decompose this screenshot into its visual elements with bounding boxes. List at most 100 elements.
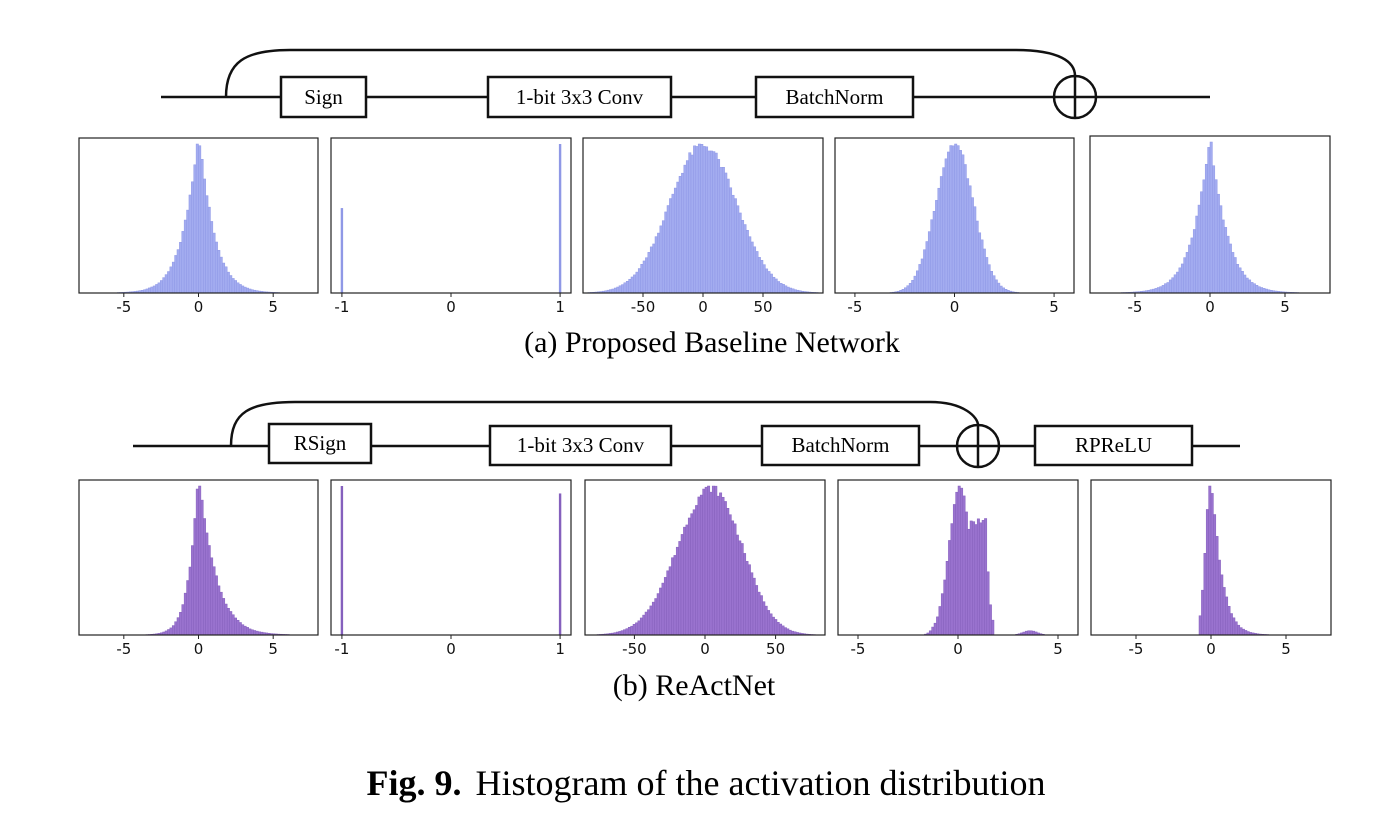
hist-bar	[207, 206, 211, 294]
hist-bar	[685, 160, 689, 294]
hist-bar	[145, 288, 149, 294]
hist-bar	[1195, 215, 1199, 294]
hist-bar	[726, 178, 730, 294]
tick-label: 5	[1053, 640, 1063, 658]
hist-bar	[1220, 574, 1224, 636]
hist-bar	[1232, 617, 1236, 636]
row-b-caption: (b) ReActNet	[613, 669, 776, 702]
hist-bar	[936, 616, 940, 636]
hist-bar	[937, 187, 941, 294]
hist-bar	[219, 256, 223, 294]
hist-bar	[743, 224, 747, 294]
tick-label: 0	[1206, 640, 1216, 658]
hist-bar	[661, 220, 665, 294]
hist-bar	[916, 270, 919, 294]
hist-bar	[707, 150, 711, 294]
hist-bar	[212, 566, 216, 636]
hist-bar	[1244, 630, 1248, 636]
hist-bar	[695, 146, 699, 294]
hist-bar	[150, 286, 154, 294]
hist-bar	[904, 287, 907, 294]
hist-bar	[695, 505, 699, 636]
hist-bar	[959, 150, 962, 294]
hist-bar	[741, 220, 745, 294]
hist-bar	[1168, 279, 1172, 294]
hist-bar	[627, 626, 631, 636]
spike-1	[558, 144, 562, 293]
hist-bar	[738, 540, 742, 636]
hist-bar	[723, 501, 727, 636]
hist-bar	[633, 274, 637, 294]
spike-0	[340, 486, 344, 635]
hist-bar	[1229, 613, 1233, 636]
hist-bar	[618, 285, 622, 294]
hist-bar	[753, 246, 757, 294]
hist-bar	[630, 276, 634, 294]
hist-bar	[620, 630, 624, 636]
hist-bar	[1200, 191, 1204, 294]
hist-bar	[183, 592, 187, 636]
hist-bar	[711, 485, 715, 636]
hist-bar	[987, 264, 991, 294]
hist-bar	[925, 241, 929, 294]
block-batchnorm-a	[754, 75, 915, 119]
hist-bar	[1204, 164, 1208, 294]
hist-bar	[186, 580, 190, 636]
hist-bar	[236, 282, 240, 294]
hist-bar	[635, 271, 639, 294]
hist-bar	[955, 491, 959, 636]
hist-bar	[241, 285, 245, 294]
hist-bar	[171, 625, 175, 636]
hist-bar	[969, 520, 973, 636]
hist-bar	[945, 561, 949, 636]
hist-bar	[767, 271, 771, 294]
hist-bar	[162, 277, 166, 294]
hist-bar	[155, 284, 159, 294]
hist-bar	[755, 251, 759, 294]
hist-bar	[683, 526, 687, 636]
hist-bar	[681, 172, 685, 294]
hist-bar	[733, 198, 737, 294]
figure-caption-text: Histogram of the activation distribution	[476, 763, 1046, 803]
block-batchnorm-b	[760, 424, 921, 467]
hist-bar	[181, 604, 185, 636]
hist-bar	[951, 145, 955, 294]
hist-bar	[647, 252, 651, 294]
hist-bar	[957, 485, 961, 636]
hist-bar	[760, 260, 764, 294]
hist-bar	[666, 570, 670, 636]
hist-bar	[652, 243, 656, 294]
figure-caption: Fig. 9. Histogram of the activation distr…	[367, 763, 1046, 803]
hist-bar	[243, 286, 247, 294]
tick-label: 0	[1205, 298, 1215, 316]
hist-bar	[186, 209, 190, 294]
histogram-panels: -5 0 5 -1 0 1 -50 0 50 -5 0 5 -5 0 5-5 0 5 -1 0 1 -50 0 50 -5 0 5…	[78, 135, 1332, 658]
hist-bar	[1236, 264, 1240, 294]
hist-bar	[1201, 589, 1205, 636]
hist-bar	[1173, 274, 1177, 294]
hist-bar	[1252, 283, 1256, 294]
hist-bar	[942, 167, 946, 294]
hist-bar	[181, 231, 185, 294]
hist-bar	[212, 232, 216, 294]
hist-bar	[611, 288, 615, 294]
hist-bar	[911, 280, 915, 294]
tick-label: 0	[446, 298, 456, 316]
hist-bar	[982, 248, 986, 294]
hist-bar	[954, 143, 958, 294]
hist-bar	[238, 622, 242, 636]
hist-bar	[980, 239, 984, 294]
hist-bar	[203, 518, 206, 636]
hist-bar	[950, 523, 954, 636]
histogram-reactnet-rsign: -1 0 1	[330, 479, 572, 658]
hist-bar	[736, 205, 740, 294]
pipeline-b: RSign 1-bit 3x3 Conv BatchNorm RPReLU	[133, 400, 1240, 469]
hist-bar	[728, 514, 732, 636]
hist-bar	[1262, 288, 1266, 294]
block-rprelu	[1033, 424, 1194, 467]
hist-bar	[704, 486, 708, 636]
hist-bar	[976, 518, 980, 636]
hist-bar	[702, 146, 706, 294]
hist-bar	[169, 266, 173, 294]
hist-bar	[668, 566, 672, 636]
